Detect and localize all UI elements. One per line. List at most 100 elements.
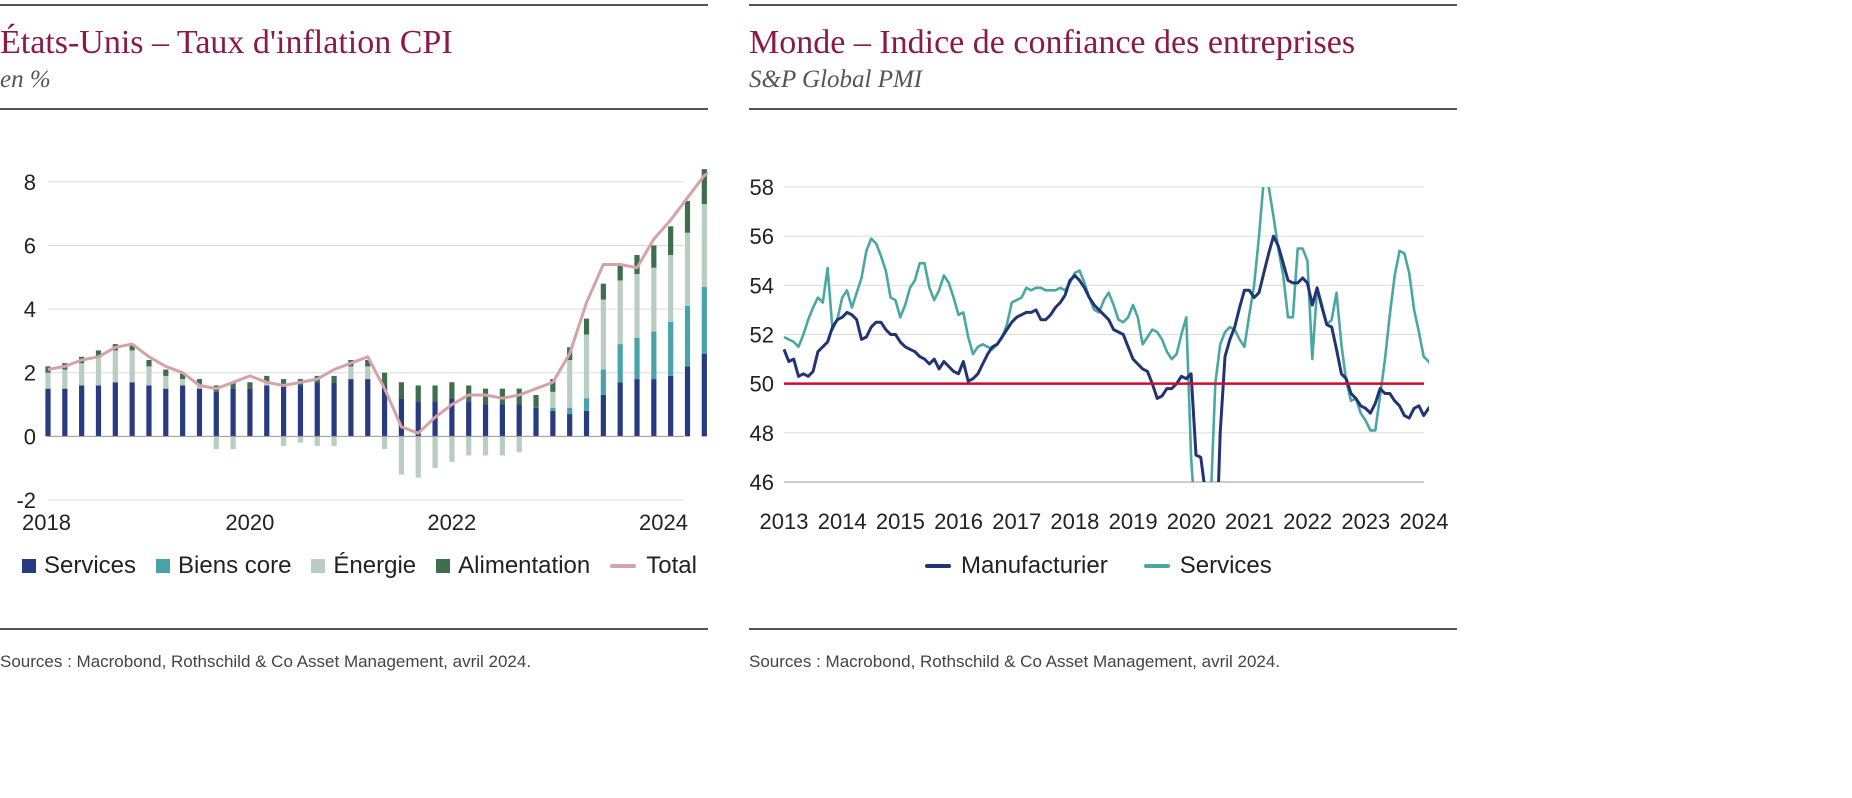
y-tick-label: 46 [750,470,774,495]
bar-alimentation [281,379,287,386]
bar-alimentation [499,388,505,405]
bar-services [62,388,68,437]
bar-energie [297,436,304,443]
bar-alimentation [45,366,51,373]
top-rule [749,4,1457,6]
legend-line [610,564,637,568]
bar-alimentation [449,382,455,399]
chart-subtitle: S&P Global PMI [749,66,923,93]
bar-alimentation [482,388,489,405]
top-rule [0,4,708,6]
legend-item-services: Services [1143,552,1272,580]
bar-alimentation [95,350,102,357]
bar-energie [617,280,623,345]
y-tick-label: 0 [24,424,36,449]
bar-services [634,379,640,437]
bar-energie [281,436,287,446]
legend-item-biens-core: Biens core [156,552,291,580]
footer-rule [749,628,1457,630]
x-tick-label: 2024 [639,510,688,530]
legend-label: Biens core [178,552,292,579]
y-tick-label: 58 [750,175,774,200]
bar-alimentation [466,385,472,402]
x-tick-label: 2019 [1109,509,1158,530]
x-tick-label: 2014 [818,509,867,530]
cpi-chart: -2 0 2 4 6 8 2018 2020 2022 2024 [16,169,708,530]
source-note: Sources : Macrobond, Rothschild & Co Ass… [749,652,1281,671]
y-tick-label: 56 [750,224,774,249]
bar-energie [668,255,674,322]
x-tick-label: 2020 [225,510,274,530]
bar-alimentation [617,264,623,281]
bar-energie [466,436,472,456]
bar-services [331,382,337,437]
bar-alimentation [365,360,371,367]
bar-energie [499,436,505,456]
bar-alimentation [129,344,135,351]
bar-alimentation [684,200,691,233]
legend-label: Services [44,552,137,579]
bar-energie [180,379,186,386]
manufacturier-line [782,234,1429,482]
bar-services [617,382,623,437]
header-rule [0,108,708,110]
bar-energie [449,436,455,462]
chart-title: Monde – Indice de confiance des entrepri… [749,24,1356,61]
bar-alimentation [146,360,152,367]
x-tick-label: 2020 [1167,509,1216,530]
bar-energie [45,372,51,389]
bar-biens-core [684,305,691,367]
bar-alimentation [381,372,388,386]
cpi-panel: États-Unis – Taux d'inflation CPI en % -… [0,0,708,798]
bar-energie [415,436,421,478]
legend-swatch [436,559,451,573]
bar-services [449,398,455,437]
bar-alimentation [398,382,405,399]
bar-energie [264,382,270,386]
legend-swatch [311,559,326,573]
bar-services [79,385,85,437]
legend-label: Alimentation [458,552,591,579]
bar-energie [516,436,522,453]
bar-alimentation [180,372,186,380]
y-tick-label: 54 [750,273,774,298]
bar-services [230,388,236,437]
bar-services [668,375,674,437]
legend-item-services: Services [22,552,136,580]
legend-line [1143,564,1170,568]
x-tick-label: 2021 [1225,509,1274,530]
legend-item-alimentation: Alimentation [436,552,590,580]
pmi-panel: Monde – Indice de confiance des entrepri… [749,0,1457,798]
bar-services [180,385,186,437]
y-tick-label: 6 [24,233,36,258]
bar-alimentation [432,385,438,402]
y-tick-label: 8 [24,170,36,195]
bar-services [684,366,691,437]
footer-rule [0,628,708,630]
bar-alimentation [196,379,203,386]
bar-services [281,385,287,437]
bar-energie [684,232,691,306]
bar-biens-core [550,407,556,411]
bar-energie [213,436,219,450]
bar-energie [95,356,102,386]
bar-energie [230,436,236,450]
bar-biens-core [668,321,674,376]
legend-line [925,564,951,568]
bar-energie [701,204,707,287]
bar-energie [196,385,203,389]
bar-services [146,385,152,437]
bar-services [583,410,590,437]
bar-services [466,401,472,437]
legend-label: Manufacturier [961,552,1108,579]
bar-energie [62,369,68,389]
bar-biens-core [617,344,623,383]
bar-energie [146,366,152,386]
legend-label: Services [1179,552,1272,579]
bar-services [112,382,118,437]
chart-legend: Services Biens core Énergie Alimentation… [22,552,717,580]
bar-services [297,385,304,437]
bar-alimentation [533,395,539,408]
bar-services [550,410,556,437]
x-tick-label: 2023 [1341,509,1390,530]
